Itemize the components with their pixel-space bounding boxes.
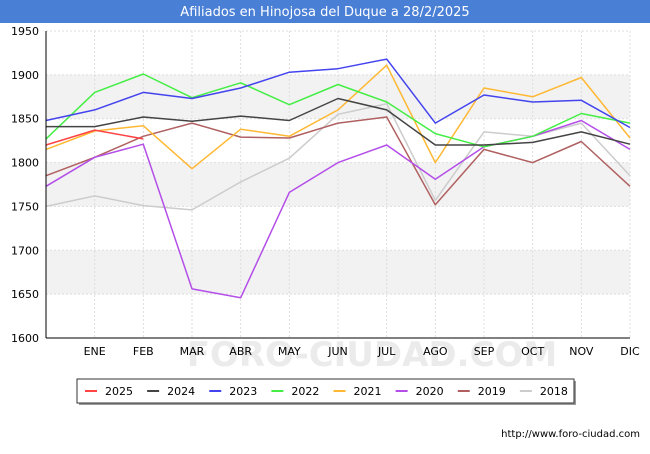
legend-label-2025: 2025 [105, 385, 133, 398]
x-tick-label: OCT [521, 345, 544, 358]
x-tick-label: ABR [229, 345, 252, 358]
x-tick-label: NOV [569, 345, 594, 358]
title-bar [0, 0, 650, 23]
y-tick-label: 1650 [11, 288, 39, 301]
x-tick-label: JUN [327, 345, 348, 358]
series-line-2022 [45, 73, 631, 148]
legend-label-2018: 2018 [540, 385, 568, 398]
watermark: FORO-CIUDAD.COM [187, 335, 558, 375]
legend-label-2019: 2019 [478, 385, 506, 398]
x-tick-label: JUL [377, 345, 396, 358]
y-tick-label: 1850 [11, 113, 39, 126]
legend-box [76, 378, 575, 404]
y-tick-label: 1600 [11, 332, 39, 345]
legend-label-2024: 2024 [167, 385, 195, 398]
x-tick-label: DIC [620, 345, 640, 358]
y-tick-label: 1950 [11, 25, 39, 38]
legend-label-2021: 2021 [354, 385, 382, 398]
chart-title: Afiliados en Hinojosa del Duque a 28/2/2… [180, 5, 469, 20]
y-tick-label: 1750 [11, 200, 39, 213]
series-line-2023 [45, 58, 631, 129]
x-tick-label: AGO [423, 345, 448, 358]
x-tick-label: MAY [278, 345, 301, 358]
source-url[interactable]: http://www.foro-ciudad.com [501, 429, 640, 440]
legend-label-2023: 2023 [229, 385, 257, 398]
series-line-2021 [45, 64, 631, 170]
y-tick-label: 1900 [11, 69, 39, 82]
series-line-2025 [45, 129, 144, 146]
x-tick-label: FEB [133, 345, 154, 358]
legend-label-2020: 2020 [416, 385, 444, 398]
series-line-2019 [45, 116, 631, 206]
x-tick-label: SEP [474, 345, 495, 358]
y-tick-label: 1700 [11, 244, 39, 257]
x-tick-label: MAR [180, 345, 205, 358]
legend-label-2022: 2022 [291, 385, 319, 398]
y-tick-label: 1800 [11, 157, 39, 170]
x-tick-label: ENE [84, 345, 106, 358]
series-line-2024 [46, 97, 631, 146]
